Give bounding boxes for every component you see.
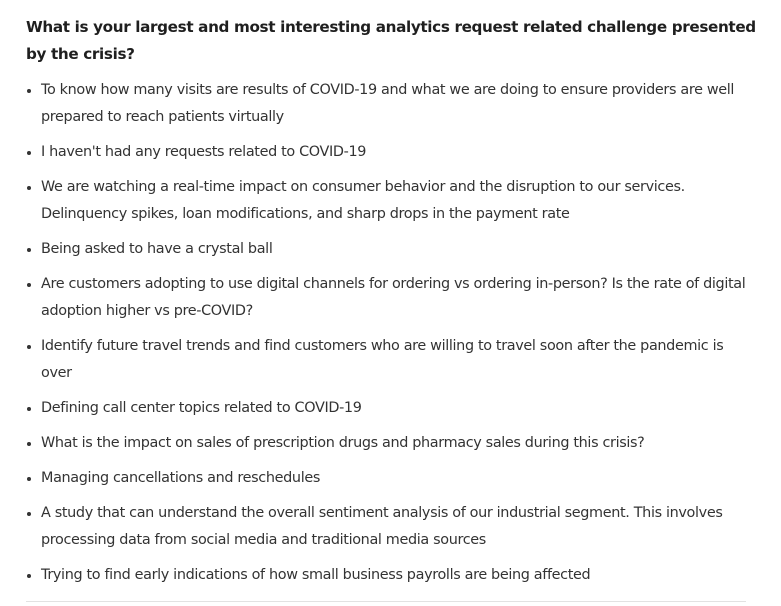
- bullet-icon: [27, 512, 31, 516]
- bullet-icon: [27, 477, 31, 481]
- answer-text: I haven't had any requests related to CO…: [41, 144, 367, 160]
- bullet-icon: [27, 89, 31, 93]
- answer-text: Being asked to have a crystal ball: [41, 241, 273, 257]
- article-section: What is your largest and most interestin…: [26, 14, 756, 597]
- answer-item: We are watching a real-time impact on co…: [26, 174, 756, 228]
- answer-item: A study that can understand the overall …: [26, 500, 756, 554]
- answer-text: To know how many visits are results of C…: [41, 82, 735, 125]
- bullet-icon: [27, 574, 31, 578]
- bullet-icon: [27, 186, 31, 190]
- bullet-icon: [27, 345, 31, 349]
- answer-item: To know how many visits are results of C…: [26, 77, 756, 131]
- answer-item: I haven't had any requests related to CO…: [26, 139, 756, 166]
- bullet-icon: [27, 407, 31, 411]
- bullet-icon: [27, 151, 31, 155]
- answer-text: Are customers adopting to use digital ch…: [41, 276, 746, 319]
- answer-item: Managing cancellations and reschedules: [26, 465, 756, 492]
- answer-text: We are watching a real-time impact on co…: [41, 179, 685, 222]
- section-divider: [26, 601, 746, 602]
- answer-item: What is the impact on sales of prescript…: [26, 430, 756, 457]
- bullet-icon: [27, 442, 31, 446]
- answer-list: To know how many visits are results of C…: [26, 77, 756, 589]
- answer-text: Trying to find early indications of how …: [41, 567, 591, 583]
- bullet-icon: [27, 283, 31, 287]
- answer-text: Managing cancellations and reschedules: [41, 470, 320, 486]
- bullet-icon: [27, 248, 31, 252]
- answer-text: Identify future travel trends and find c…: [41, 338, 724, 381]
- answer-text: What is the impact on sales of prescript…: [41, 435, 645, 451]
- answer-text: A study that can understand the overall …: [41, 505, 723, 548]
- answer-item: Are customers adopting to use digital ch…: [26, 271, 756, 325]
- answer-text: Defining call center topics related to C…: [41, 400, 362, 416]
- answer-item: Being asked to have a crystal ball: [26, 236, 756, 263]
- answer-item: Identify future travel trends and find c…: [26, 333, 756, 387]
- answer-item: Trying to find early indications of how …: [26, 562, 756, 589]
- question-heading: What is your largest and most interestin…: [26, 18, 756, 63]
- answer-item: Defining call center topics related to C…: [26, 395, 756, 422]
